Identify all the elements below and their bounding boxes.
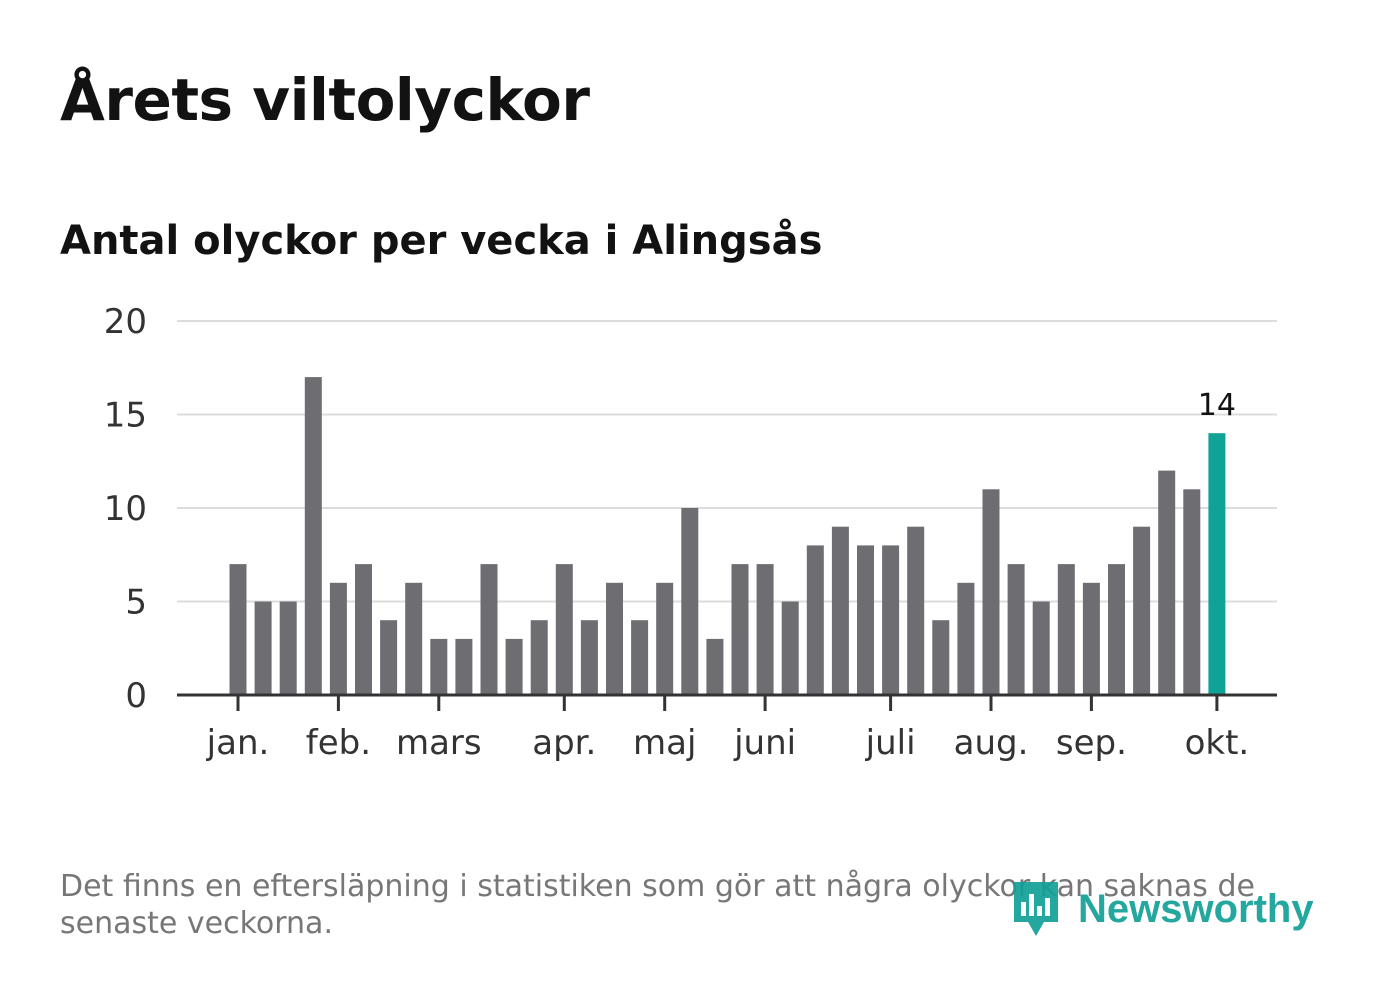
bar [656, 582, 674, 695]
x-tick-label: maj [633, 723, 696, 763]
bar [982, 489, 1000, 695]
bar [806, 545, 824, 695]
bar [229, 564, 247, 695]
bar [1133, 526, 1151, 695]
bar [329, 582, 347, 695]
bar [756, 564, 774, 695]
y-tick-label: 15 [104, 396, 147, 436]
bar [681, 508, 699, 695]
bar [254, 601, 272, 695]
y-tick-label: 5 [125, 583, 147, 623]
bar [1082, 582, 1100, 695]
bar [355, 564, 372, 695]
brand-logo: Newsworthy [1010, 878, 1314, 940]
x-tick-label: mars [396, 723, 482, 763]
bar [1108, 564, 1125, 695]
bar [505, 638, 523, 695]
x-tick-label: okt. [1185, 723, 1250, 763]
bar [1007, 564, 1025, 695]
bar [1032, 601, 1050, 695]
bar [1183, 489, 1201, 695]
y-tick-label: 10 [104, 489, 147, 529]
bar [631, 620, 649, 695]
data-label: 14 [1198, 388, 1236, 423]
bar [555, 564, 573, 695]
bar [580, 620, 598, 695]
bar [1158, 470, 1176, 695]
brand-name: Newsworthy [1078, 886, 1314, 931]
chart-subtitle: Antal olyckor per vecka i Alingsås [60, 218, 823, 264]
y-tick-label: 0 [125, 676, 147, 716]
bar [380, 620, 398, 695]
bar [606, 582, 623, 695]
bar [731, 564, 749, 695]
x-tick-label: jan. [206, 723, 270, 763]
bar [882, 545, 900, 695]
bar [831, 526, 849, 695]
x-tick-label: juni [733, 723, 796, 763]
bar [857, 545, 874, 695]
x-tick-label: juli [865, 723, 916, 763]
bar [304, 377, 322, 695]
x-tick-label: sep. [1056, 723, 1127, 763]
x-tick-label: apr. [532, 723, 596, 763]
bar-highlight [1208, 433, 1226, 695]
bar [430, 638, 448, 695]
chart-title: Årets viltolyckor [60, 66, 590, 134]
bar [405, 582, 423, 695]
bar [1057, 564, 1075, 695]
x-tick-label: feb. [306, 723, 371, 763]
x-tick-label: aug. [954, 723, 1029, 763]
bar [279, 601, 297, 695]
bar [480, 564, 498, 695]
bar [932, 620, 950, 695]
bar [907, 526, 925, 695]
bar [781, 601, 799, 695]
y-tick-label: 20 [104, 302, 147, 342]
bar-chart-icon [1014, 882, 1058, 936]
bar [530, 620, 548, 695]
bar [706, 638, 724, 695]
bar [455, 638, 473, 695]
bar [957, 582, 975, 695]
